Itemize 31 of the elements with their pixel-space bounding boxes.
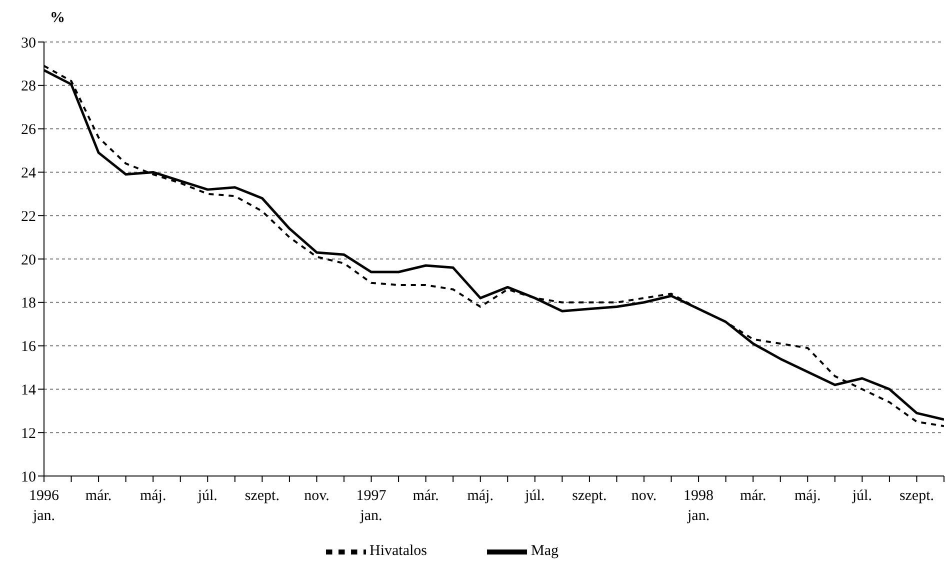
y-tick-label: 24 <box>21 166 36 182</box>
y-tick-label: 12 <box>21 426 36 442</box>
x-tick-label: 1996 jan. <box>29 488 60 524</box>
y-tick-label: 22 <box>21 208 36 225</box>
x-tick-label: szept. <box>572 488 607 504</box>
y-tick-label: 30 <box>21 35 36 52</box>
x-tick-label: 1997 jan. <box>356 488 387 524</box>
y-tick-label: 18 <box>21 296 36 312</box>
y-tick-label: 16 <box>21 339 36 356</box>
y-tick-label: 10 <box>21 469 36 486</box>
x-tick-label: már. <box>85 488 112 504</box>
x-tick-label: máj. <box>140 488 166 504</box>
x-tick-label: júl. <box>851 488 872 504</box>
x-tick-label: nov. <box>631 488 657 504</box>
x-tick-label: júl. <box>524 488 545 504</box>
x-tick-label: szept. <box>899 488 934 504</box>
x-tick-label: már. <box>412 488 439 504</box>
legend-label: Mag <box>531 543 558 560</box>
x-tick-label: máj. <box>794 488 821 504</box>
x-tick-label: már. <box>740 488 766 504</box>
x-tick-label: máj. <box>467 488 494 504</box>
y-tick-label: 28 <box>21 78 36 95</box>
x-tick-label: nov. <box>304 488 330 504</box>
x-tick-label: júl. <box>196 488 218 504</box>
y-tick-label: 20 <box>21 252 36 268</box>
legend-label: Hivatalos <box>370 543 427 560</box>
x-tick-label: szept. <box>244 488 280 504</box>
x-tick-label: 1998 jan. <box>684 488 714 524</box>
y-axis-title: % <box>50 10 65 27</box>
y-tick-label: 26 <box>21 122 36 138</box>
y-tick-label: 14 <box>21 382 36 399</box>
